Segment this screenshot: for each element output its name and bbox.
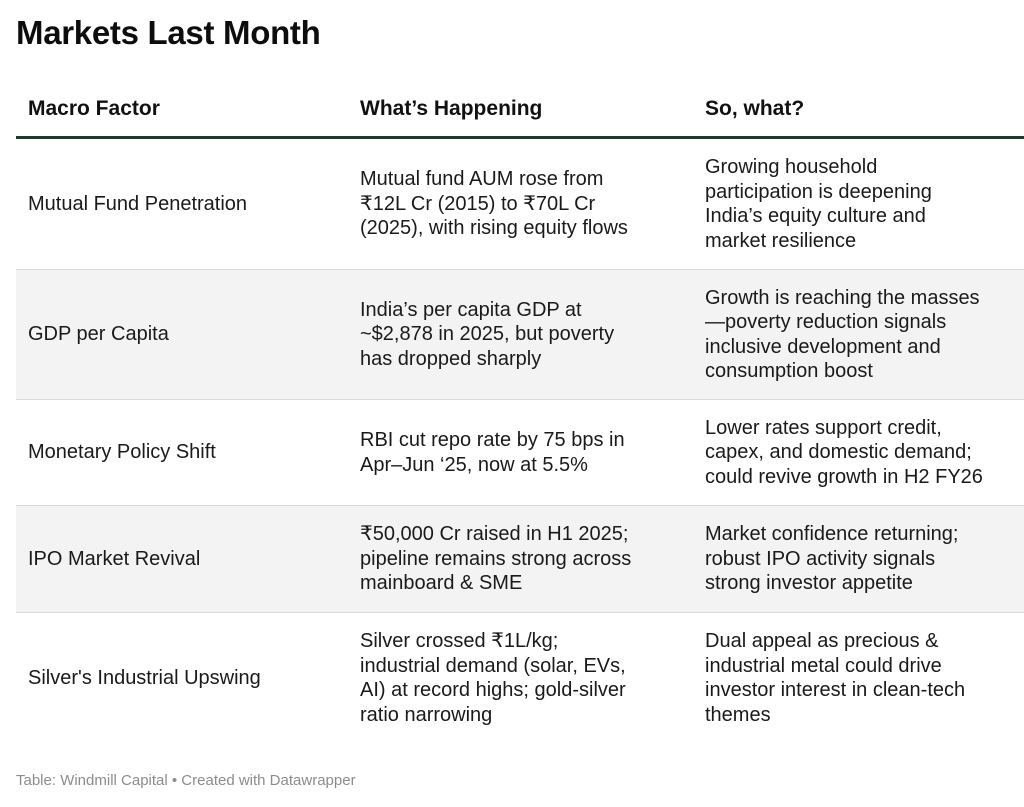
markets-table: Macro Factor What’s Happening So, what? … [16, 82, 1024, 743]
so-what-cell: Market confidence returning; robust IPO … [705, 523, 959, 595]
macro-factor-cell: Monetary Policy Shift [28, 441, 216, 464]
whats-happening-cell: Mutual fund AUM rose from ₹12L Cr (2015)… [360, 168, 628, 240]
so-what-cell: Growth is reaching the masses —poverty r… [705, 286, 980, 383]
column-header-macro-factor: Macro Factor [28, 96, 160, 120]
table-row: GDP per Capita India’s per capita GDP at… [16, 270, 1024, 400]
table-row: Silver's Industrial Upswing Silver cross… [16, 613, 1024, 743]
whats-happening-cell: RBI cut repo rate by 75 bps in Apr–Jun ‘… [360, 429, 625, 476]
whats-happening-cell: ₹50,000 Cr raised in H1 2025; pipeline r… [360, 523, 632, 595]
source-credit: Table: Windmill Capital • Created with D… [16, 772, 356, 789]
page-title: Markets Last Month [16, 14, 321, 51]
table-row: IPO Market Revival ₹50,000 Cr raised in … [16, 506, 1024, 613]
so-what-cell: Growing household participation is deepe… [705, 156, 932, 252]
macro-factor-cell: GDP per Capita [28, 323, 169, 346]
column-header-so-what: So, what? [705, 96, 805, 120]
whats-happening-cell: Silver crossed ₹1L/kg; industrial demand… [360, 630, 626, 726]
table-row: Mutual Fund Penetration Mutual fund AUM … [16, 139, 1024, 270]
whats-happening-cell: India’s per capita GDP at ~$2,878 in 202… [360, 298, 615, 370]
table-row: Monetary Policy Shift RBI cut repo rate … [16, 400, 1024, 506]
table-header-row: Macro Factor What’s Happening So, what? [16, 82, 1024, 139]
macro-factor-cell: Mutual Fund Penetration [28, 192, 248, 215]
so-what-cell: Lower rates support credit, capex, and d… [705, 416, 983, 488]
so-what-cell: Dual appeal as precious & industrial met… [705, 630, 966, 726]
macro-factor-cell: Silver's Industrial Upswing [28, 666, 261, 689]
macro-factor-cell: IPO Market Revival [28, 547, 201, 570]
column-header-whats-happening: What’s Happening [360, 96, 543, 120]
